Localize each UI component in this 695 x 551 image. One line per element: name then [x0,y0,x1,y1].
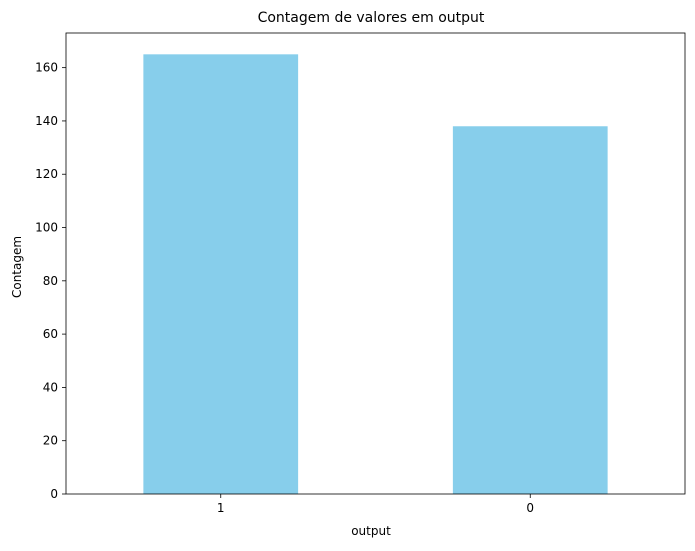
y-tick-label: 140 [35,114,58,128]
y-tick-label: 120 [35,167,58,181]
y-tick-label: 0 [50,487,58,501]
y-tick-label: 100 [35,221,58,235]
y-tick-label: 160 [35,61,58,75]
y-axis-label: Contagem [10,236,24,298]
x-tick-label: 0 [526,501,534,515]
y-tick-label: 40 [43,380,58,394]
x-tick-label: 1 [217,501,225,515]
y-tick-label: 60 [43,327,58,341]
bar-0 [452,126,608,494]
plot-frame [65,32,686,495]
chart-title: Contagem de valores em output [258,10,485,26]
x-axis-label: output [351,524,391,538]
y-tick-label: 20 [43,434,58,448]
bar-1 [143,54,299,494]
y-tick-label: 80 [43,274,58,288]
